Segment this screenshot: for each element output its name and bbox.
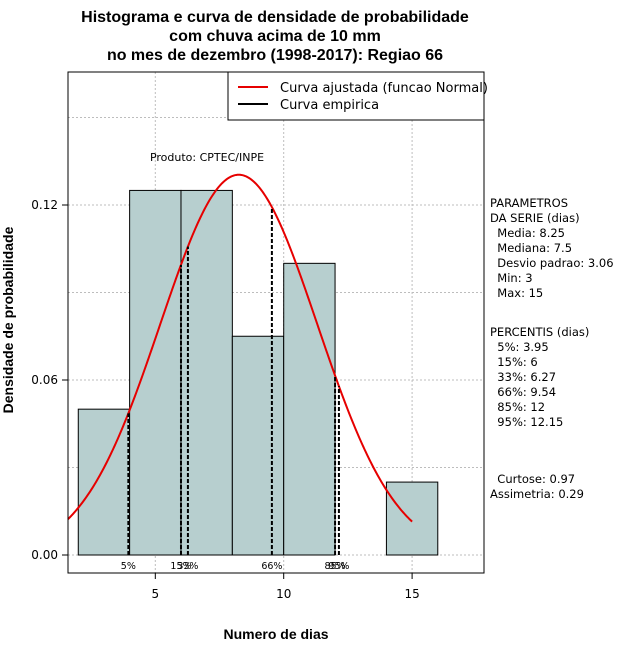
parameters-line-3: Mediana: 7.5 bbox=[490, 241, 572, 255]
percentis-line-6: 95%: 12.15 bbox=[490, 415, 563, 429]
percentis-line-4: 66%: 9.54 bbox=[490, 385, 556, 399]
x-tick-label-1: 10 bbox=[276, 587, 291, 601]
normal-curve-layer bbox=[67, 173, 413, 523]
percentis-line-3: 33%: 6.27 bbox=[490, 370, 556, 384]
percentile-label-4: 85% bbox=[324, 561, 345, 572]
legend-box bbox=[227, 71, 485, 121]
percentile-label-5: 95% bbox=[328, 561, 349, 572]
y-tick-label-2: 0.12 bbox=[31, 198, 58, 212]
parameters-line-6: Max: 15 bbox=[490, 286, 543, 300]
product-annotation: Produto: CPTEC/INPE bbox=[150, 151, 264, 164]
legend-label-fitted: Curva ajustada (funcao Normal) bbox=[280, 81, 488, 96]
percentile-label-0: 5% bbox=[121, 561, 136, 572]
parameters-line-1: DA SERIE (dias) bbox=[490, 211, 580, 225]
histogram-bars bbox=[77, 189, 439, 556]
histogram-bar-6 bbox=[385, 481, 439, 556]
x-axis-title: Numero de dias bbox=[223, 626, 328, 642]
parameters-line-5: Min: 3 bbox=[490, 271, 533, 285]
normal-curve-line bbox=[67, 173, 413, 523]
histogram-bar-3 bbox=[231, 335, 285, 556]
legend-label-empirical: Curva empirica bbox=[280, 98, 379, 113]
percentis-line-1: 5%: 3.95 bbox=[490, 340, 549, 354]
chart-title-line-2: com chuva acima de 10 mm bbox=[169, 28, 381, 45]
x-axis: 5 10 15 bbox=[151, 572, 420, 601]
parameters-line-4: Desvio padrao: 3.06 bbox=[490, 256, 614, 270]
histogram-bar-1 bbox=[129, 189, 182, 556]
chart-title-line-1: Histograma e curva de densidade de proba… bbox=[81, 9, 469, 26]
chart-title-line-3: no mes de dezembro (1998-2017): Regiao 6… bbox=[107, 47, 443, 64]
percentile-label-3: 66% bbox=[261, 561, 282, 572]
parameters-line-2: Media: 8.25 bbox=[490, 226, 565, 240]
y-tick-label-1: 0.06 bbox=[31, 373, 58, 387]
percentile-lines: 5% 15%33% 66% 85%95% bbox=[121, 207, 349, 572]
x-tick-label-0: 5 bbox=[151, 587, 159, 601]
percentis-line-0: PERCENTIS (dias) bbox=[490, 325, 589, 339]
stats-line-0: Curtose: 0.97 bbox=[490, 472, 575, 486]
y-axis-title: Densidade de probabilidade bbox=[0, 226, 16, 413]
percentile-label-1: 15% bbox=[170, 561, 191, 572]
stats-line-1: Assimetria: 0.29 bbox=[490, 487, 584, 501]
percentile-label-2: 33% bbox=[177, 561, 198, 572]
percentis-line-5: 85%: 12 bbox=[490, 400, 545, 414]
parameters-line-0: PARAMETROS bbox=[490, 196, 568, 210]
y-axis: 0.00 0.06 0.12 bbox=[31, 198, 69, 562]
legend: Curva ajustada (funcao Normal) Curva emp… bbox=[227, 71, 488, 121]
y-tick-label-0: 0.00 bbox=[31, 548, 58, 562]
histogram-bar-4 bbox=[283, 262, 336, 556]
x-tick-label-2: 15 bbox=[404, 587, 419, 601]
percentis-line-2: 15%: 6 bbox=[490, 355, 538, 369]
